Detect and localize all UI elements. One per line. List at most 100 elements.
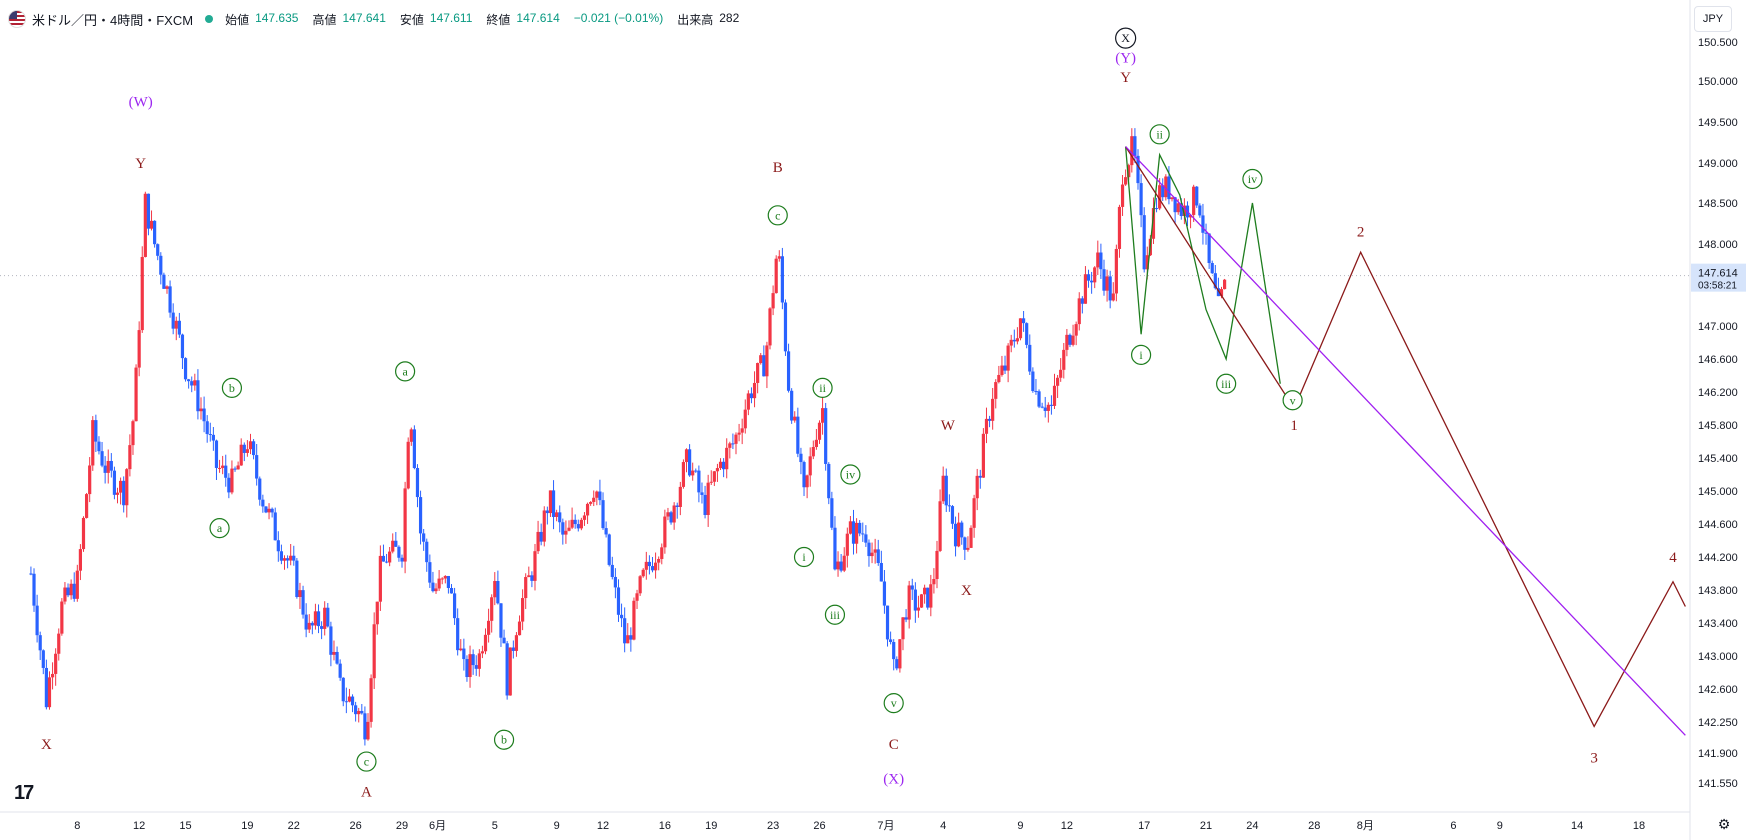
wave-label-text: v xyxy=(1290,393,1296,407)
candle xyxy=(1031,367,1035,393)
candle xyxy=(926,587,930,610)
candle xyxy=(214,439,219,481)
candle xyxy=(601,492,605,530)
candle xyxy=(824,402,828,471)
candle xyxy=(867,539,871,567)
candle xyxy=(799,447,803,475)
candle xyxy=(38,631,42,660)
ohlc-value: 147.614 xyxy=(516,10,560,25)
candle xyxy=(978,469,982,489)
candle xyxy=(304,603,308,638)
candle xyxy=(517,615,522,636)
candle xyxy=(180,333,185,370)
candle xyxy=(196,369,200,420)
wave-label: X xyxy=(961,583,972,599)
candle xyxy=(728,441,732,459)
chart-settings-icon[interactable]: ⚙ xyxy=(1717,816,1731,832)
candle xyxy=(932,568,936,594)
candle xyxy=(165,285,169,294)
candle xyxy=(833,516,837,571)
candle xyxy=(929,574,933,617)
candle xyxy=(1025,322,1029,349)
wave-label: W xyxy=(941,418,956,434)
candle xyxy=(1056,375,1060,398)
date-tick-label: 29 xyxy=(396,820,408,832)
candle xyxy=(211,426,215,451)
candle xyxy=(548,490,553,517)
wave-label: (W) xyxy=(129,95,153,111)
candle xyxy=(972,494,976,538)
date-tick-label: 7月 xyxy=(877,820,894,832)
wave-label-text: W xyxy=(941,418,956,434)
candle xyxy=(480,645,485,659)
candle xyxy=(836,551,840,577)
date-tick-label: 6 xyxy=(1450,820,1456,832)
candle xyxy=(684,448,689,473)
candle xyxy=(415,464,420,508)
wave-label: b xyxy=(221,377,243,398)
candle xyxy=(366,713,370,741)
candle xyxy=(369,674,373,728)
currency-button[interactable]: JPY xyxy=(1694,6,1732,32)
candle xyxy=(431,571,435,593)
candle xyxy=(573,514,577,529)
candle xyxy=(907,580,911,629)
candle xyxy=(483,628,488,655)
candle xyxy=(1142,207,1146,273)
wave-label-text: iii xyxy=(830,608,841,622)
wave-label-text: b xyxy=(501,733,507,747)
candle xyxy=(805,474,809,499)
candle xyxy=(474,655,478,676)
wave-label-text: ii xyxy=(1156,127,1163,141)
candle xyxy=(146,193,151,236)
candle xyxy=(156,243,160,261)
candle xyxy=(103,456,107,484)
candle xyxy=(1015,327,1020,345)
candle xyxy=(848,515,853,535)
price-tick-label: 143.000 xyxy=(1698,651,1738,663)
candle xyxy=(984,407,989,444)
candle xyxy=(1099,243,1103,279)
candle xyxy=(969,525,973,548)
candle xyxy=(765,341,769,389)
candle xyxy=(202,396,206,433)
wave-label: i xyxy=(1130,344,1152,365)
wave-label-text: (Y) xyxy=(1115,51,1136,67)
candle xyxy=(994,379,998,409)
candle xyxy=(1090,271,1094,294)
wave-label: B xyxy=(773,160,783,176)
candle xyxy=(434,583,438,594)
candle xyxy=(381,544,386,562)
wave-label-text: X xyxy=(1121,31,1130,45)
candle xyxy=(41,649,45,675)
candle xyxy=(700,482,704,504)
date-tick-label: 12 xyxy=(597,820,609,832)
price-tick-label: 141.900 xyxy=(1698,748,1738,760)
last-price-value: 147.614 xyxy=(1698,268,1738,280)
candle xyxy=(1154,197,1159,213)
candle xyxy=(44,659,48,710)
candle xyxy=(440,577,444,585)
candle xyxy=(960,520,964,545)
wave-label-text: a xyxy=(402,364,408,378)
symbol-title[interactable]: 米ドル／円・4時間・FXCM xyxy=(32,12,194,28)
date-tick-label: 23 xyxy=(767,820,779,832)
candle xyxy=(607,533,611,567)
date-tick-label: 21 xyxy=(1200,820,1212,832)
candle xyxy=(1021,310,1026,332)
candle xyxy=(1117,204,1122,258)
price-tick-label: 142.600 xyxy=(1698,684,1738,696)
wave-label-text: a xyxy=(217,521,223,535)
candle xyxy=(109,453,113,478)
candle xyxy=(205,415,209,443)
candle xyxy=(1105,269,1109,302)
candle xyxy=(316,604,321,634)
candle xyxy=(691,462,695,481)
candle xyxy=(289,543,293,566)
candle xyxy=(570,507,574,530)
tradingview-logo-icon[interactable]: 17 xyxy=(14,782,34,804)
candle xyxy=(245,440,249,457)
wave-label-text: Y xyxy=(1120,70,1131,86)
